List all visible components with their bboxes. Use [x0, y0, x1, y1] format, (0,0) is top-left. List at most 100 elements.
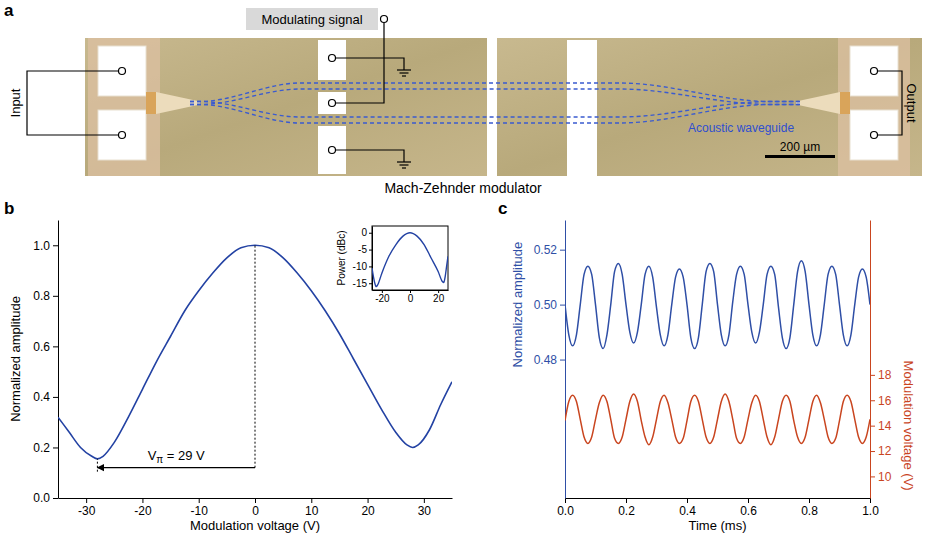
tick-label: -20	[134, 504, 152, 518]
signal-label: Modulating signal	[261, 12, 362, 27]
tick-mark	[369, 233, 372, 234]
tick-label: 0.2	[618, 504, 635, 518]
tick: -10	[191, 498, 209, 518]
photo-background	[85, 38, 487, 176]
waveguide-label: Acoustic waveguide	[688, 121, 794, 135]
plot-area	[372, 233, 448, 287]
tick-mark	[560, 305, 565, 306]
tick: 1.0	[862, 498, 879, 518]
transducer-region	[88, 38, 160, 176]
tick: -5	[358, 244, 372, 255]
wire	[403, 64, 404, 70]
tick-mark	[53, 296, 58, 297]
tick-mark	[809, 498, 810, 503]
tick: 0	[252, 498, 259, 518]
axis-title: Normalized amplitude	[510, 242, 525, 368]
contact	[329, 147, 336, 154]
tick: -30	[78, 498, 96, 518]
idt	[840, 92, 850, 114]
tick: -10	[353, 261, 372, 272]
panel-label: c	[498, 199, 507, 218]
tick: 0.8	[801, 498, 818, 518]
tick: 0	[361, 227, 372, 238]
contact	[119, 132, 126, 139]
tick: 10	[305, 498, 319, 518]
tick-mark	[199, 498, 200, 503]
annotation-text: Vπ = 29 V	[148, 448, 205, 465]
tick-mark	[311, 498, 312, 503]
axis-title: Normalized amplitude	[8, 296, 23, 422]
tick-label: 0.4	[679, 504, 696, 518]
tick-label: 0.52	[534, 243, 558, 257]
wire	[874, 71, 902, 135]
axis: -15 -10 -5 0	[353, 227, 373, 291]
tick: 14	[870, 419, 892, 433]
panel-label: b	[4, 199, 14, 218]
tick-label: 1.0	[862, 504, 879, 518]
tick: 18	[870, 368, 892, 382]
contact	[871, 68, 878, 75]
guide-line	[97, 459, 98, 472]
axis-line	[565, 221, 566, 499]
tick-mark	[86, 498, 87, 503]
tick-label: -5	[358, 244, 367, 255]
axis-line	[870, 221, 871, 499]
scale-bar-label: 200 µm	[780, 140, 820, 154]
wire	[403, 156, 404, 162]
tick: 0.2	[33, 441, 58, 455]
tick-mark	[560, 360, 565, 361]
axis: 0.00.20.40.60.81.0	[33, 221, 58, 506]
tick-label: -10	[191, 504, 209, 518]
tick-mark	[870, 426, 875, 427]
axis: -30 -20 -10 0 10 20 30	[59, 498, 453, 518]
tick: 0.50	[534, 298, 565, 312]
tick: 16	[870, 394, 892, 408]
inset: -20 0 20 -15 -10 -5 0 Power (dBc)	[336, 226, 449, 304]
tick: 10	[870, 470, 892, 484]
wire	[27, 71, 122, 135]
tick-label: 0.50	[534, 298, 558, 312]
wire	[332, 58, 404, 64]
tick-label: 20	[433, 293, 445, 304]
tick-mark	[369, 266, 372, 267]
axis-line	[566, 498, 871, 499]
tick-label: 10	[305, 504, 319, 518]
tick: 30	[418, 498, 432, 518]
tick-mark	[870, 375, 875, 376]
axis-title: Power (dBc)	[336, 230, 347, 285]
annotation: Vπ = 29 V	[97, 245, 255, 471]
panel-b: -30-20-1001020300.00.20.40.60.81.0Modula…	[4, 199, 453, 533]
tick-mark	[368, 498, 369, 503]
axis-line	[58, 221, 59, 499]
tick: 0	[408, 290, 414, 304]
tick: 0.0	[33, 491, 58, 505]
wire	[402, 75, 406, 76]
tick-label: 20	[361, 504, 375, 518]
tick-mark	[870, 498, 871, 503]
tick: 0.4	[679, 498, 696, 518]
wiring	[27, 16, 902, 169]
tick-label: -20	[375, 293, 390, 304]
tick-label: -15	[353, 278, 368, 289]
tick-mark	[870, 451, 875, 452]
taper	[796, 92, 840, 114]
axis-title: Time (ms)	[688, 518, 746, 533]
tick: -15	[353, 278, 372, 289]
tick-label: 18	[878, 368, 892, 382]
guide-line	[255, 245, 256, 467]
tick-label: 0.0	[557, 504, 574, 518]
text-part: = 29 V	[163, 448, 205, 463]
label-box	[246, 8, 378, 30]
tick: 0.6	[33, 340, 58, 354]
arrow	[97, 467, 255, 468]
figure: Modulating signalInputOutputAcoustic wav…	[0, 0, 927, 538]
tick-label: 1.0	[33, 239, 50, 253]
electrode	[318, 40, 346, 80]
tick-label: 0.2	[33, 441, 50, 455]
tick-mark	[53, 447, 58, 448]
electrode	[567, 40, 597, 176]
tick-label: -10	[353, 261, 368, 272]
wire	[397, 69, 411, 70]
wire	[397, 161, 411, 162]
tick-mark	[687, 498, 688, 503]
